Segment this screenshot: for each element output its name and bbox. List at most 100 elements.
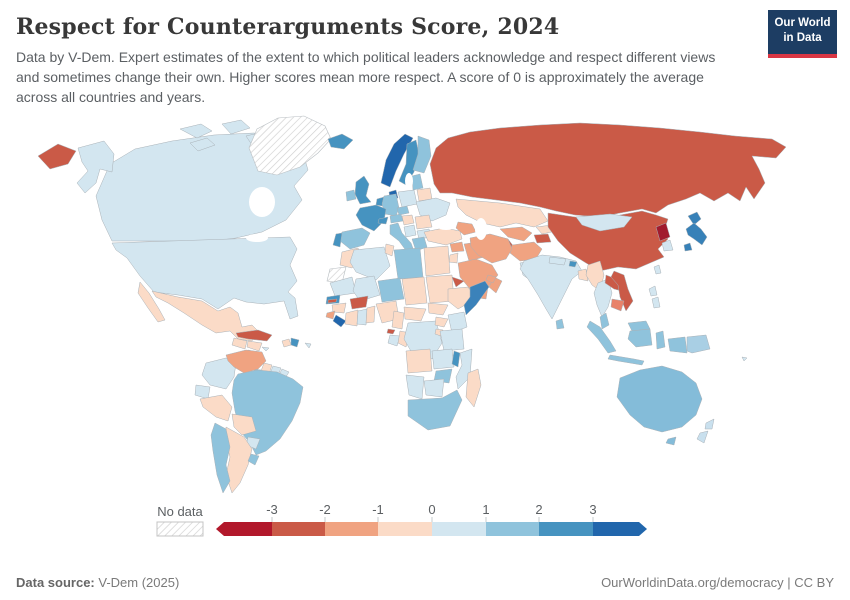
country-tanzania[interactable] [439, 328, 465, 352]
country-ecuador[interactable] [194, 384, 211, 400]
country-chile[interactable] [210, 422, 231, 494]
country-central-african-republic[interactable] [403, 306, 427, 322]
country-baltics[interactable] [411, 173, 424, 191]
country-chad[interactable] [401, 276, 428, 306]
country-uganda[interactable] [434, 316, 449, 328]
country-caucasus[interactable] [455, 221, 477, 236]
country-egypt[interactable] [423, 245, 451, 277]
country-vietnam[interactable] [610, 270, 634, 312]
country-namibia[interactable] [405, 374, 425, 400]
country-mongolia[interactable] [575, 213, 633, 232]
country-indonesia[interactable] [627, 328, 653, 348]
country-indonesia[interactable] [586, 320, 617, 354]
country-taiwan[interactable] [653, 264, 662, 275]
country-bolivia[interactable] [231, 413, 257, 436]
country-mexico[interactable] [137, 281, 166, 323]
country-ukraine[interactable] [415, 197, 451, 222]
country-usa[interactable] [76, 140, 115, 194]
country-north-korea[interactable] [655, 222, 671, 242]
country-indonesia[interactable] [667, 336, 688, 354]
no-data-swatch[interactable] [156, 521, 204, 537]
country-jordan[interactable] [448, 252, 459, 264]
country-hungary[interactable] [401, 214, 415, 226]
country-burkina-faso[interactable] [349, 295, 369, 310]
country-png[interactable] [686, 334, 711, 354]
country-haiti[interactable] [281, 338, 292, 348]
country-algeria[interactable] [349, 246, 391, 281]
country-niger[interactable] [377, 277, 405, 303]
country-romania[interactable] [414, 214, 433, 230]
country-greece[interactable] [411, 236, 428, 252]
country-indonesia[interactable] [607, 354, 645, 366]
country-iceland[interactable] [327, 133, 354, 150]
country-syria[interactable] [449, 241, 465, 253]
country-madagascar[interactable] [465, 368, 482, 408]
country-usa[interactable] [111, 236, 299, 320]
country-south-africa[interactable] [407, 389, 463, 431]
country-guinea[interactable] [331, 302, 347, 314]
legend-segment-1[interactable] [272, 522, 325, 536]
country-jamaica[interactable] [261, 346, 270, 352]
country-honduras[interactable] [246, 340, 263, 352]
country-ghana[interactable] [356, 308, 368, 326]
country-new-zealand[interactable] [704, 418, 715, 430]
country-togo-benin[interactable] [365, 305, 376, 324]
country-nepal[interactable] [548, 256, 567, 266]
country-malaysia[interactable] [599, 312, 610, 330]
country-japan[interactable] [685, 222, 708, 246]
country-cuba[interactable] [235, 329, 273, 342]
country-canada[interactable] [189, 137, 216, 152]
country-switzerland[interactable] [377, 216, 389, 225]
country-liberia[interactable] [332, 314, 347, 328]
legend-segment-4[interactable] [432, 522, 486, 536]
country-angola[interactable] [405, 348, 433, 374]
country-japan[interactable] [687, 211, 702, 226]
country-australia[interactable] [616, 365, 703, 433]
legend-segment-0[interactable] [216, 522, 272, 536]
legend-segment-6[interactable] [539, 522, 593, 536]
country-balkans[interactable] [403, 224, 417, 238]
legend-segment-7[interactable] [593, 522, 647, 536]
country-portugal[interactable] [332, 232, 343, 248]
country-somalia[interactable] [463, 280, 490, 316]
country-kenya[interactable] [447, 311, 468, 334]
country-japan[interactable] [683, 242, 693, 252]
country-cambodia[interactable] [610, 298, 625, 312]
country-new-zealand[interactable] [696, 430, 709, 444]
country-peru[interactable] [199, 394, 233, 422]
country-uae[interactable] [485, 274, 497, 284]
country-ireland[interactable] [345, 189, 357, 202]
country-france[interactable] [355, 204, 387, 232]
country-greenland[interactable] [248, 115, 332, 176]
country-china[interactable] [547, 210, 669, 272]
country-zambia[interactable] [431, 348, 455, 370]
country-uruguay[interactable] [247, 453, 260, 466]
country-south-korea[interactable] [661, 239, 674, 252]
footer-license[interactable]: CC BY [794, 574, 834, 590]
country-russia[interactable] [37, 143, 77, 170]
country-canada[interactable] [179, 123, 213, 139]
country-india[interactable] [519, 254, 583, 320]
country-equatorial-guinea[interactable] [386, 328, 396, 335]
country-eritrea[interactable] [451, 276, 465, 288]
country-russia[interactable] [429, 122, 787, 218]
legend-segment-5[interactable] [486, 522, 539, 536]
country-indonesia[interactable] [655, 330, 666, 350]
country-ivory-coast[interactable] [344, 309, 359, 327]
country-poland[interactable] [397, 189, 418, 208]
country-guatemala[interactable] [231, 337, 248, 350]
country-mali[interactable] [352, 275, 381, 302]
country-sierra-leone[interactable] [325, 310, 336, 320]
country-philippines[interactable] [651, 296, 661, 309]
country-australia[interactable] [665, 436, 677, 446]
country-turkey[interactable] [423, 227, 463, 246]
owid-logo[interactable]: Our World in Data [768, 10, 837, 58]
country-finland[interactable] [412, 135, 432, 174]
country-philippines[interactable] [648, 285, 658, 297]
country-tunisia[interactable] [384, 243, 395, 257]
country-tajikistan[interactable] [533, 233, 552, 244]
country-uzbekistan[interactable] [499, 226, 533, 242]
country-canada[interactable] [221, 119, 251, 135]
legend-segment-2[interactable] [325, 522, 378, 536]
footer-link[interactable]: OurWorldinData.org/democracy [601, 574, 784, 590]
